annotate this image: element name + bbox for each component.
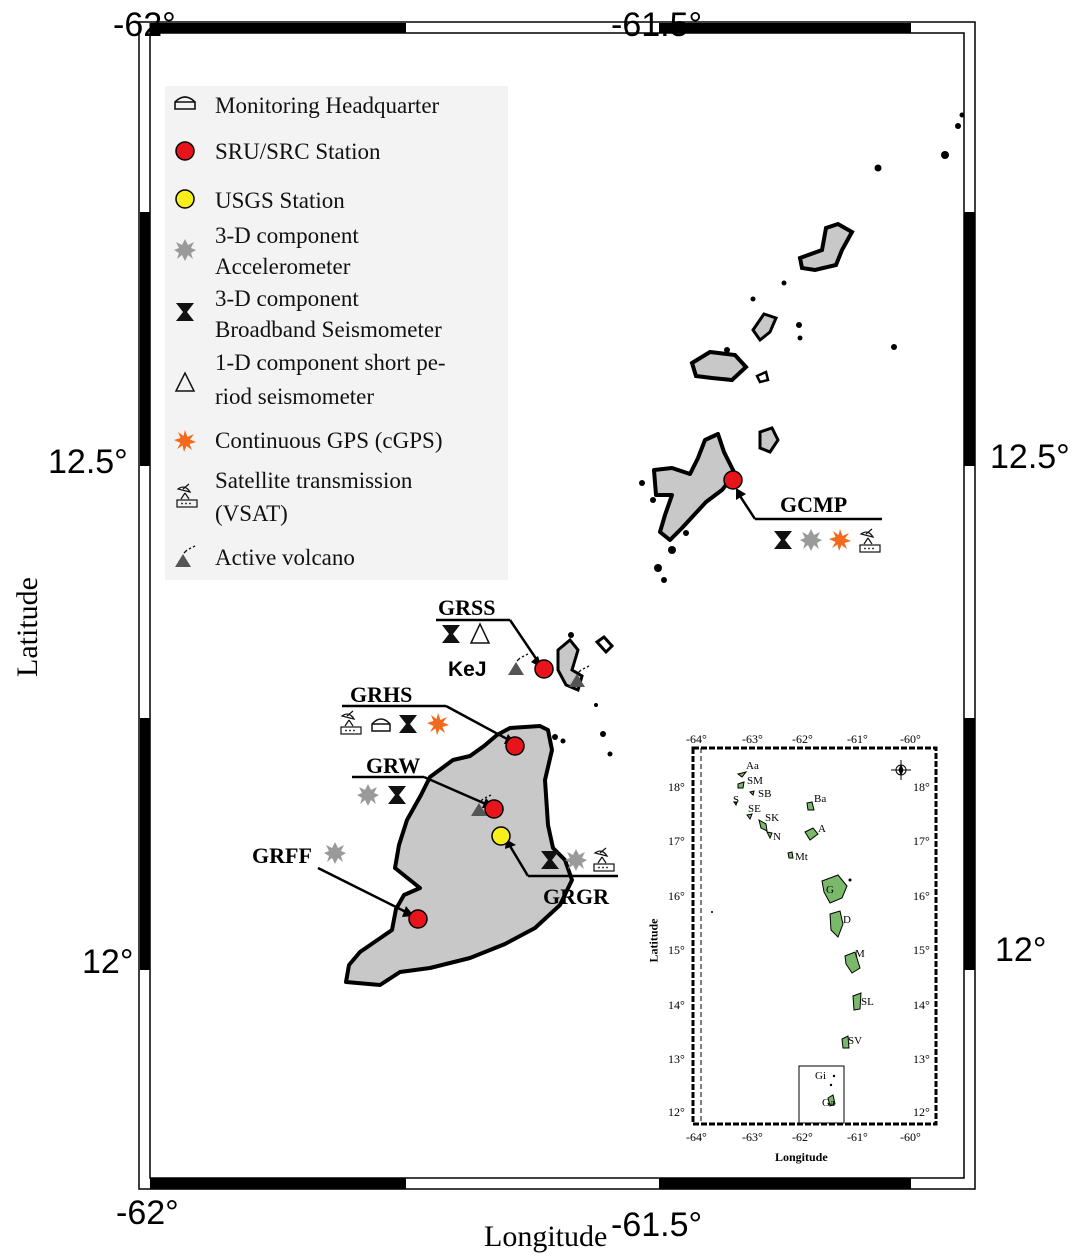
- inset-label-a: A: [818, 823, 826, 835]
- inset-ytick-right-4: 15°: [913, 943, 930, 957]
- inset-label-n: N: [773, 831, 781, 843]
- inset-map: -64° -63° -62° -61° -60° -64° -63° -62° …: [642, 728, 938, 1168]
- gray-starburst-icon: [174, 239, 196, 261]
- station-label-grss: GRSS: [438, 595, 496, 620]
- x-tick-bottom-1: -62°: [116, 1194, 179, 1232]
- legend-label-short-period-1: 1-D component short pe-: [215, 350, 446, 375]
- inset-xtick-bottom-3: -62°: [792, 1130, 813, 1144]
- legend-label-accelerometer-2: Accelerometer: [215, 254, 351, 279]
- legend-label-headquarter: Monitoring Headquarter: [215, 93, 440, 118]
- inset-ytick-right-6: 13°: [913, 1052, 930, 1066]
- station-label-gcmp: GCMP: [780, 492, 848, 517]
- inset-ytick-right-5: 14°: [913, 998, 930, 1012]
- inset-ytick-left-4: 15°: [668, 943, 685, 957]
- inset-label-sb: SB: [758, 788, 772, 800]
- carriacou-island: [652, 432, 737, 542]
- inset-label-m: M: [855, 948, 865, 960]
- y-axis-title: Latitude: [11, 577, 44, 677]
- inset-label-sl: SL: [861, 996, 874, 1008]
- y-tick-right-2: 12°: [995, 931, 1047, 969]
- legend-label-satellite-2: (VSAT): [215, 501, 288, 526]
- inset-label-gi: Gi: [815, 1070, 826, 1082]
- station-label-grw: GRW: [366, 753, 421, 778]
- inset-xtick-top-4: -61°: [847, 732, 868, 746]
- legend-label-sru-station: SRU/SRC Station: [215, 139, 381, 164]
- open-triangle-icon: [174, 371, 196, 392]
- inset-label-sm: SM: [747, 775, 763, 787]
- inset-xtick-bottom-1: -64°: [686, 1130, 707, 1144]
- volcano-icon: [175, 545, 196, 567]
- legend-label-accelerometer-1: 3-D component: [215, 223, 359, 248]
- legend-icons: [174, 96, 198, 567]
- inset-label-se: SE: [748, 803, 761, 815]
- inset-ytick-right-1: 18°: [913, 780, 930, 794]
- legend-label-satellite-1: Satellite transmission: [215, 468, 413, 493]
- inset-xtick-bottom-5: -60°: [900, 1130, 921, 1144]
- inset-label-g: G: [826, 884, 834, 896]
- y-tick-left-2: 12°: [82, 943, 134, 981]
- legend-label-cgps: Continuous GPS (cGPS): [215, 428, 443, 453]
- inset-ytick-right-3: 16°: [913, 889, 930, 903]
- red-circle-icon: [175, 141, 195, 161]
- inset-xtick-top-5: -60°: [900, 732, 921, 746]
- inset-xtick-bottom-4: -61°: [847, 1130, 868, 1144]
- inset-xtick-bottom-2: -63°: [742, 1130, 763, 1144]
- station-label-kej: KeJ: [448, 658, 487, 681]
- station-label-grff: GRFF: [252, 843, 312, 868]
- inset-label-d: D: [843, 914, 851, 926]
- inset-ytick-left-2: 17°: [668, 834, 685, 848]
- house-outline-icon: [174, 96, 196, 110]
- inset-label-ga: Ga: [822, 1097, 835, 1109]
- inset-label-s: S: [733, 794, 740, 806]
- legend-label-volcano: Active volcano: [215, 545, 355, 570]
- inset-ytick-left-1: 18°: [668, 780, 685, 794]
- inset-xtick-top-1: -64°: [686, 732, 707, 746]
- black-hourglass-icon: [176, 303, 194, 321]
- inset-label-sv: SV: [848, 1035, 863, 1047]
- inset-xlabel: Longitude: [775, 1150, 828, 1164]
- inset-ytick-left-7: 12°: [668, 1105, 685, 1119]
- x-tick-top-1: -62°: [113, 6, 176, 44]
- x-tick-top-2: -61.5°: [611, 6, 703, 44]
- legend-label-usgs-station: USGS Station: [215, 188, 345, 213]
- satellite-dish-icon: [176, 483, 198, 508]
- inset-ytick-right-2: 17°: [913, 834, 930, 848]
- grenada-island: [344, 724, 574, 987]
- x-tick-bottom-2: -61.5°: [611, 1206, 703, 1244]
- orange-star-icon: [174, 430, 196, 452]
- inset-ytick-left-3: 16°: [668, 889, 685, 903]
- legend-panel: Monitoring Headquarter SRU/SRC Station U…: [165, 86, 508, 580]
- y-tick-left-1: 12.5°: [48, 443, 128, 481]
- inset-ytick-left-6: 13°: [668, 1052, 685, 1066]
- inset-label-aa: Aa: [746, 760, 759, 772]
- station-label-grhs: GRHS: [350, 682, 413, 707]
- legend-label-broadband-2: Broadband Seismometer: [215, 317, 442, 342]
- x-axis-title: Longitude: [484, 1220, 608, 1253]
- legend-label-broadband-1: 3-D component: [215, 286, 359, 311]
- inset-xtick-top-3: -62°: [792, 732, 813, 746]
- inset-map-graphics: [691, 746, 938, 1126]
- inset-label-mt: Mt: [795, 851, 808, 863]
- yellow-circle-icon: [175, 189, 195, 209]
- inset-label-ba: Ba: [814, 793, 827, 805]
- station-label-grgr: GRGR: [543, 884, 609, 909]
- inset-xtick-top-2: -63°: [742, 732, 763, 746]
- inset-ytick-right-7: 12°: [913, 1105, 930, 1119]
- inset-label-sk: SK: [765, 812, 780, 824]
- inset-ylabel: Latitude: [646, 918, 661, 963]
- inset-ytick-left-5: 14°: [668, 998, 685, 1012]
- legend-label-short-period-2: riod seismometer: [215, 384, 375, 409]
- y-tick-right-1: 12.5°: [990, 438, 1070, 476]
